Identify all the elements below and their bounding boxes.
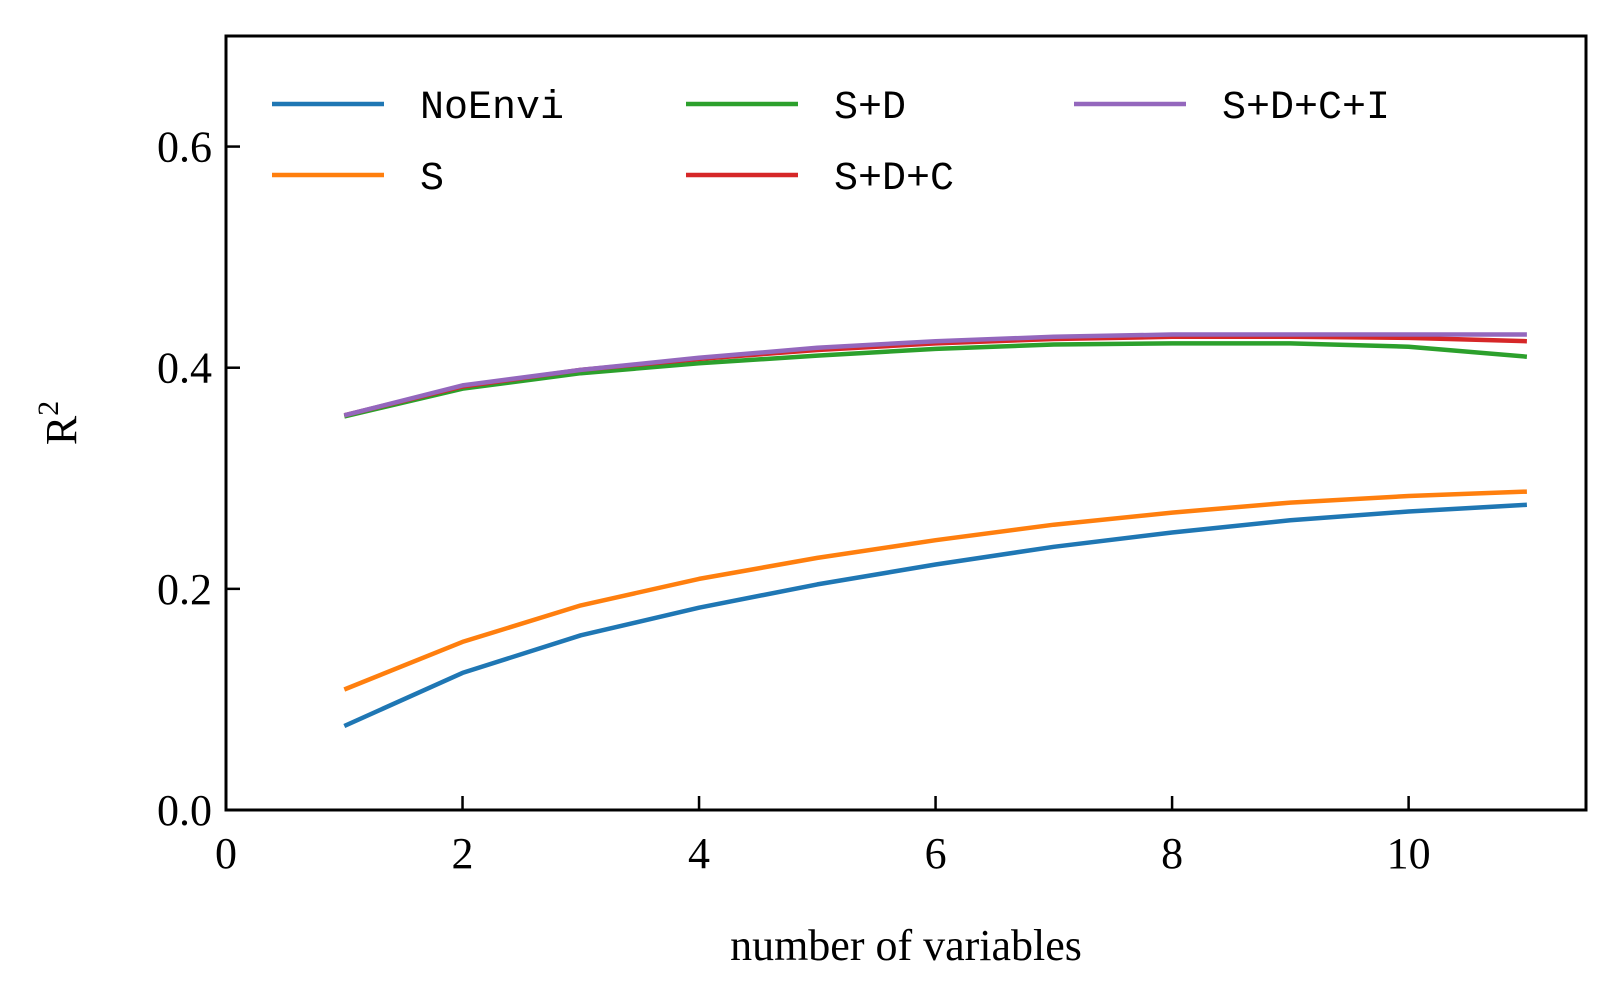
y-tick-label: 0.6	[157, 123, 212, 172]
x-tick-label: 6	[925, 829, 947, 878]
series-line-noenvi	[343, 502, 1528, 729]
y-axis: 0.0 0.2 0.4 0.6	[157, 123, 240, 835]
y-axis-label-superscript: 2	[32, 401, 65, 416]
legend-label: NoEnvi	[420, 86, 564, 131]
y-axis-label-main: R	[37, 415, 86, 445]
series-line-s-d-c-i	[343, 332, 1527, 418]
plot-frame	[224, 34, 1588, 812]
legend-item-s-d-c-i: S+D+C+I	[1074, 86, 1390, 131]
legend: NoEnvi S S+D S+D+C S+D+C+I	[272, 86, 1390, 202]
x-tick-label: 2	[452, 829, 474, 878]
legend-item-noenvi: NoEnvi	[272, 86, 564, 131]
y-tick-label: 0.4	[157, 344, 212, 393]
legend-label: S	[420, 157, 444, 202]
x-tick-label: 0	[215, 829, 237, 878]
y-axis-label: R2	[32, 401, 86, 445]
legend-item-s-d: S+D	[686, 86, 906, 131]
x-axis-label: number of variables	[730, 921, 1082, 970]
legend-item-s: S	[272, 157, 444, 202]
y-tick-label: 0.0	[157, 786, 212, 835]
x-tick-label: 10	[1387, 829, 1431, 878]
legend-label: S+D	[834, 86, 906, 131]
legend-label: S+D+C	[834, 157, 954, 202]
x-axis: 0 2 4 6 8 10	[215, 796, 1431, 878]
series-line-s-d	[343, 341, 1528, 419]
y-tick-label: 0.2	[157, 565, 212, 614]
series-line-s	[343, 489, 1527, 692]
series-layer	[343, 332, 1528, 729]
x-tick-label: 8	[1161, 829, 1183, 878]
legend-label: S+D+C+I	[1222, 86, 1390, 131]
x-tick-label: 4	[688, 829, 710, 878]
legend-item-s-d-c: S+D+C	[686, 157, 954, 202]
